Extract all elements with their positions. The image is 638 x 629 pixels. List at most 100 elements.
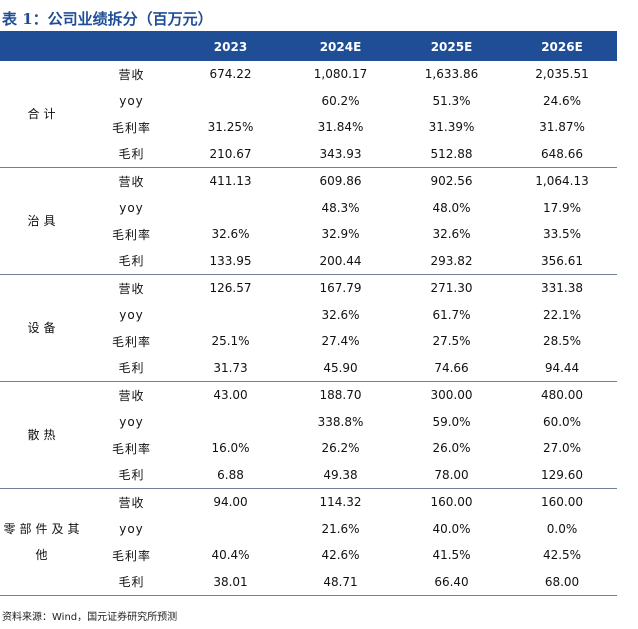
value-cell: 2,035.51 xyxy=(535,67,589,82)
value-cell: 200.44 xyxy=(285,247,396,275)
value-cell: 126.57 xyxy=(209,281,252,296)
value-cell: 300.00 xyxy=(430,388,473,403)
value-cell: 40.0% xyxy=(432,521,471,536)
table-row: 散热 营收 43.00 188.70 300.00 480.00 xyxy=(0,381,617,489)
value-cell: 27.5% xyxy=(432,334,471,349)
value-cell: 42.5% xyxy=(542,548,582,563)
value-cell xyxy=(176,516,285,543)
value-cell: 26.0% xyxy=(432,441,471,456)
value-cell: 271.30 xyxy=(430,281,473,296)
segment-label: 零部件及其他 xyxy=(0,488,87,596)
title-rule xyxy=(0,31,617,33)
metric-label: 毛利率 xyxy=(111,120,151,135)
value-cell: 609.86 xyxy=(319,174,362,189)
value-cell: 60.2% xyxy=(321,93,360,108)
metric-label: yoy xyxy=(119,307,144,322)
metric-label: yoy xyxy=(119,200,144,215)
table-row: yoy 60.2% 51.3% 24.6% xyxy=(0,88,617,115)
segment-label: 散热 xyxy=(0,381,87,489)
value-cell: 32.6% xyxy=(321,307,360,322)
table-row: 毛利率 40.4% 42.6% 41.5% 42.5% xyxy=(0,542,617,569)
table-body: 合计 营收 674.22 1,080.17 1,633.86 2,035.51 … xyxy=(0,61,617,596)
metric-label: 毛利率 xyxy=(111,441,151,456)
value-cell: 331.38 xyxy=(541,281,583,296)
table-row: 毛利 38.01 48.71 66.40 68.00 xyxy=(0,568,617,596)
value-cell: 60.0% xyxy=(542,414,582,429)
value-cell: 32.6% xyxy=(211,227,250,242)
metric-label: 毛利率 xyxy=(111,334,151,349)
value-cell: 293.82 xyxy=(396,247,507,275)
table-row: 合计 营收 674.22 1,080.17 1,633.86 2,035.51 xyxy=(0,61,617,168)
table-row: yoy 48.3% 48.0% 17.9% xyxy=(0,195,617,222)
value-cell: 1,080.17 xyxy=(313,67,368,82)
value-cell: 1,064.13 xyxy=(535,174,589,189)
header-year-2023: 2023 xyxy=(176,33,285,61)
value-cell: 129.60 xyxy=(507,461,617,489)
value-cell: 49.38 xyxy=(285,461,396,489)
metric-label: 毛利 xyxy=(87,354,176,382)
header-segment xyxy=(0,33,87,61)
table-row: 治具 营收 411.13 609.86 902.56 1,064.13 xyxy=(0,167,617,275)
financial-table: 2023 2024E 2025E 2026E 合计 营收 674.22 1,08… xyxy=(0,33,617,596)
value-cell: 31.73 xyxy=(176,354,285,382)
value-cell: 31.84% xyxy=(317,120,364,135)
table-title: 表 1：公司业绩拆分（百万元） xyxy=(2,10,213,28)
value-cell: 59.0% xyxy=(432,414,471,429)
header-year-2026e: 2026E xyxy=(507,33,617,61)
metric-label: 毛利 xyxy=(87,568,176,596)
value-cell: 22.1% xyxy=(542,307,582,322)
value-cell: 24.6% xyxy=(542,93,582,108)
value-cell: 512.88 xyxy=(396,140,507,168)
value-cell: 94.44 xyxy=(507,354,617,382)
value-cell: 26.2% xyxy=(321,441,360,456)
value-cell: 74.66 xyxy=(396,354,507,382)
table-row: 毛利 210.67 343.93 512.88 648.66 xyxy=(0,140,617,168)
value-cell: 114.32 xyxy=(319,495,362,510)
value-cell: 25.1% xyxy=(211,334,250,349)
value-cell: 210.67 xyxy=(176,140,285,168)
table-row: 毛利率 25.1% 27.4% 27.5% 28.5% xyxy=(0,328,617,355)
value-cell: 27.0% xyxy=(542,441,582,456)
value-cell: 188.70 xyxy=(319,388,362,403)
value-cell: 648.66 xyxy=(507,140,617,168)
value-cell: 94.00 xyxy=(213,495,248,510)
value-cell xyxy=(176,302,285,329)
header-year-2024e: 2024E xyxy=(285,33,396,61)
segment-label: 设备 xyxy=(0,274,87,382)
metric-label: 毛利率 xyxy=(111,227,151,242)
value-cell: 42.6% xyxy=(321,548,360,563)
metric-label: 营收 xyxy=(118,174,145,189)
metric-label: 毛利率 xyxy=(111,548,151,563)
value-cell: 343.93 xyxy=(285,140,396,168)
value-cell: 68.00 xyxy=(507,568,617,596)
segment-label: 治具 xyxy=(0,167,87,275)
table-row: 零部件及其他 营收 94.00 114.32 160.00 160.00 xyxy=(0,488,617,596)
segment-label: 合计 xyxy=(0,61,87,168)
metric-label: 营收 xyxy=(118,388,145,403)
value-cell: 31.87% xyxy=(539,120,585,135)
metric-label: 毛利 xyxy=(87,461,176,489)
value-cell: 32.6% xyxy=(432,227,471,242)
value-cell: 51.3% xyxy=(432,93,471,108)
value-cell: 32.9% xyxy=(321,227,360,242)
table-row: yoy 21.6% 40.0% 0.0% xyxy=(0,516,617,543)
value-cell: 40.4% xyxy=(211,548,250,563)
header-year-2025e: 2025E xyxy=(396,33,507,61)
value-cell xyxy=(176,409,285,436)
value-cell: 31.25% xyxy=(207,120,254,135)
value-cell: 28.5% xyxy=(542,334,582,349)
value-cell: 133.95 xyxy=(176,247,285,275)
value-cell: 356.61 xyxy=(507,247,617,275)
table-row: 毛利 133.95 200.44 293.82 356.61 xyxy=(0,247,617,275)
table-row: 毛利率 32.6% 32.9% 32.6% 33.5% xyxy=(0,221,617,248)
value-cell: 480.00 xyxy=(541,388,583,403)
value-cell: 17.9% xyxy=(542,200,582,215)
table-row: yoy 338.8% 59.0% 60.0% xyxy=(0,409,617,436)
value-cell: 167.79 xyxy=(319,281,362,296)
value-cell: 48.3% xyxy=(321,200,360,215)
metric-label: 营收 xyxy=(118,281,145,296)
value-cell: 33.5% xyxy=(542,227,582,242)
value-cell: 43.00 xyxy=(213,388,248,403)
value-cell: 48.0% xyxy=(432,200,471,215)
value-cell: 411.13 xyxy=(209,174,252,189)
